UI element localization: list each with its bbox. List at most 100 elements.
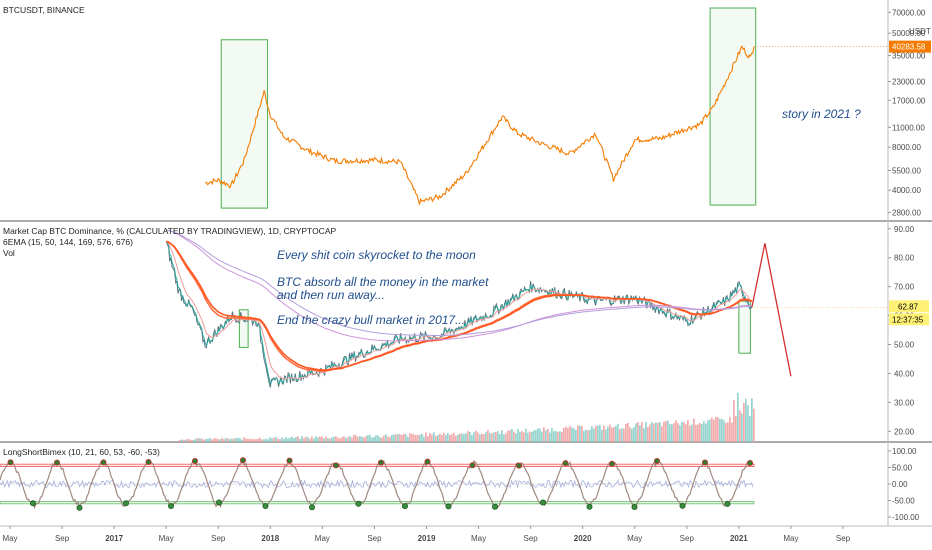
volume-bar xyxy=(221,437,223,442)
volume-bar xyxy=(505,433,507,442)
time-axis-label: Sep xyxy=(55,534,70,543)
osc-axis-label: 0.00 xyxy=(892,480,908,489)
volume-bar xyxy=(611,427,613,442)
osc-signal-dot xyxy=(747,460,754,467)
volume-bar xyxy=(417,434,419,442)
osc-signal-dot xyxy=(654,457,661,464)
osc-signal-dot xyxy=(679,502,686,509)
oscillator-panel-title: LongShortBimex (10, 21, 60, 53, -60, -53… xyxy=(3,447,160,457)
volume-bar xyxy=(671,424,673,442)
volume-bar xyxy=(469,431,471,442)
volume-bar xyxy=(323,438,325,442)
osc-signal-dot xyxy=(145,459,152,466)
volume-bar xyxy=(251,439,253,442)
osc-signal-dot xyxy=(377,459,384,466)
volume-bar xyxy=(579,425,581,442)
volume-bar xyxy=(403,433,405,442)
dominance-annotation-1: Every shit coin skyrocket to the moon xyxy=(277,248,476,262)
osc-signal-dot xyxy=(724,500,731,507)
volume-bar xyxy=(375,435,377,442)
volume-bar xyxy=(387,436,389,442)
volume-bar xyxy=(255,438,257,442)
volume-bar xyxy=(517,429,519,442)
volume-bar xyxy=(647,427,649,442)
volume-bar xyxy=(559,431,561,442)
forecast-arrow xyxy=(751,243,792,377)
volume-bar xyxy=(227,438,229,442)
volume-bar xyxy=(571,427,573,442)
volume-bar xyxy=(743,402,745,442)
price-axis-label: 8000.00 xyxy=(892,143,921,152)
time-axis-label: Sep xyxy=(836,534,851,543)
price-axis-label: 11000.00 xyxy=(892,123,925,132)
volume-bar xyxy=(621,428,623,442)
volume-bar xyxy=(727,422,729,442)
volume-bar xyxy=(357,436,359,442)
volume-bar xyxy=(641,421,643,442)
story-2021-annotation: story in 2021 ? xyxy=(782,107,861,121)
volume-bar xyxy=(261,439,263,442)
osc-noise-line xyxy=(0,479,754,489)
volume-bar xyxy=(605,429,607,442)
volume-bar xyxy=(449,434,451,442)
dominance-annotation-3: and then run away... xyxy=(277,288,385,302)
osc-signal-dot xyxy=(262,503,269,510)
volume-bar xyxy=(381,437,383,442)
volume-bar xyxy=(637,422,639,442)
time-axis-label: Sep xyxy=(523,534,538,543)
volume-bar xyxy=(465,433,467,442)
volume-bar xyxy=(463,434,465,442)
volume-bar xyxy=(503,434,505,442)
volume-bar xyxy=(275,436,277,442)
volume-bar xyxy=(401,434,403,442)
volume-bar xyxy=(487,429,489,442)
volume-bar xyxy=(325,436,327,442)
volume-bar xyxy=(439,433,441,442)
volume-bar xyxy=(393,434,395,442)
volume-bar xyxy=(481,433,483,442)
volume-bar xyxy=(351,437,353,442)
volume-bar xyxy=(657,422,659,442)
volume-bar xyxy=(515,433,517,442)
volume-bar xyxy=(721,418,723,442)
volume-bar xyxy=(193,439,195,442)
time-axis-label: May xyxy=(783,534,798,543)
volume-bar xyxy=(355,435,357,442)
volume-bar xyxy=(735,415,737,442)
volume-bar xyxy=(427,436,429,442)
osc-signal-dot xyxy=(424,458,431,465)
volume-bar xyxy=(685,424,687,442)
volume-bar xyxy=(245,438,247,442)
volume-bar xyxy=(197,438,199,442)
volume-bar xyxy=(475,430,477,442)
osc-signal-dot xyxy=(609,460,616,467)
volume-bar xyxy=(377,435,379,442)
volume-bar xyxy=(329,438,331,442)
volume-bar xyxy=(421,433,423,442)
volume-bar xyxy=(207,438,209,442)
osc-axis-label: -50.00 xyxy=(892,497,915,506)
volume-bar xyxy=(327,438,329,442)
volume-bar xyxy=(467,431,469,442)
volume-bar xyxy=(201,438,203,442)
volume-bar xyxy=(521,431,523,442)
volume-bar xyxy=(363,437,365,442)
volume-bar xyxy=(613,427,615,442)
volume-bar xyxy=(733,400,735,442)
osc-signal-dot xyxy=(76,504,83,511)
volume-bar xyxy=(379,437,381,442)
volume-bar xyxy=(281,437,283,442)
volume-bar xyxy=(231,438,233,442)
osc-signal-dot xyxy=(54,459,61,466)
volume-bar xyxy=(587,430,589,442)
volume-bar xyxy=(537,428,539,442)
volume-bar xyxy=(365,436,367,442)
volume-bar xyxy=(185,439,187,442)
volume-bar xyxy=(199,438,201,442)
volume-bar xyxy=(359,436,361,442)
volume-bar xyxy=(181,439,183,442)
ema-line-50 xyxy=(165,241,753,380)
volume-bar xyxy=(257,438,259,442)
volume-bar xyxy=(483,433,485,442)
